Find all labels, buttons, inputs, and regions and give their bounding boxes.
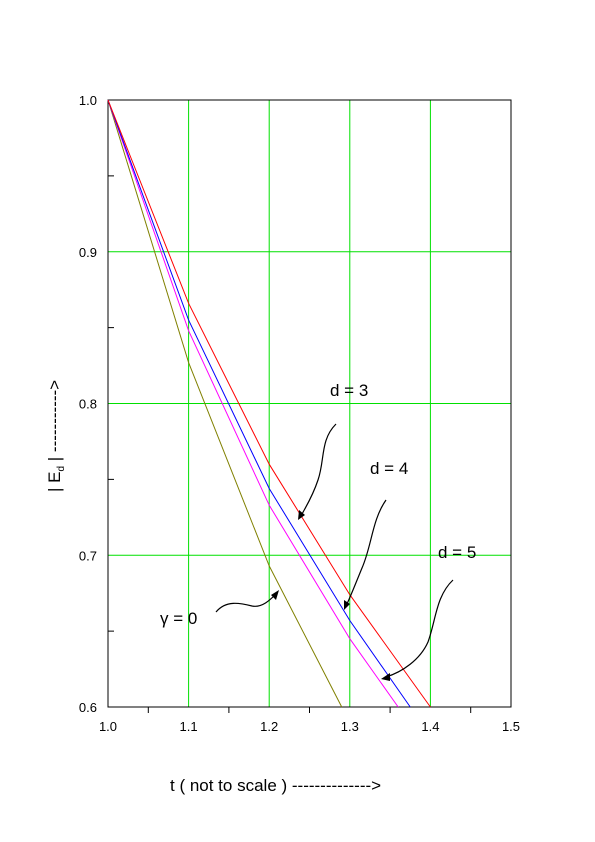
x-tick-label: 1.4 xyxy=(421,719,439,734)
x-axis-title: t ( not to scale ) --------------> xyxy=(170,776,381,795)
y-tick-label: 0.9 xyxy=(79,245,97,260)
y-tick-label: 0.6 xyxy=(79,700,97,715)
label-gamma: γ = 0 xyxy=(160,609,197,628)
arrowhead-gamma xyxy=(271,590,279,600)
y-axis-title-subscript: d xyxy=(56,466,67,472)
label-d4: d = 4 xyxy=(370,459,408,478)
arrow-gamma xyxy=(215,593,277,613)
label-d5: d = 5 xyxy=(438,543,476,562)
series-line-d-3 xyxy=(107,99,431,708)
arrowhead-d4 xyxy=(344,600,350,610)
y-axis-title-tail: | -----------> xyxy=(45,380,64,466)
x-tick-labels: 1.0 1.1 1.2 1.3 1.4 1.5 xyxy=(99,719,520,734)
y-tick-label: 1.0 xyxy=(79,93,97,108)
y-axis-title-main: | E xyxy=(45,472,64,492)
x-tick-label: 1.3 xyxy=(341,719,359,734)
minor-ticks xyxy=(108,175,472,713)
x-tick-label: 1.1 xyxy=(180,719,198,734)
y-tick-labels: 0.6 0.7 0.8 0.9 1.0 xyxy=(79,93,97,715)
series-line-d-4 xyxy=(107,99,411,708)
series-line-0 xyxy=(107,99,343,708)
arrow-d4 xyxy=(345,499,387,607)
x-tick-label: 1.2 xyxy=(260,719,278,734)
x-tick-label: 1.5 xyxy=(502,719,520,734)
series-lines xyxy=(107,99,431,708)
x-tick-label: 1.0 xyxy=(99,719,117,734)
y-tick-label: 0.7 xyxy=(79,548,97,563)
label-d3: d = 3 xyxy=(330,381,368,400)
arrowhead-d3 xyxy=(298,510,305,520)
series-line-d-5 xyxy=(107,99,399,708)
arrowhead-d5 xyxy=(381,673,390,681)
arrow-d3 xyxy=(300,423,337,517)
plot-frame xyxy=(107,99,512,708)
y-tick-label: 0.8 xyxy=(79,397,97,412)
annotation-arrows xyxy=(215,423,454,681)
annotation-labels: d = 3 d = 4 d = 5 γ = 0 xyxy=(160,381,476,628)
y-axis-title: | Ed | -----------> xyxy=(45,380,67,492)
arrow-d5 xyxy=(385,579,454,678)
